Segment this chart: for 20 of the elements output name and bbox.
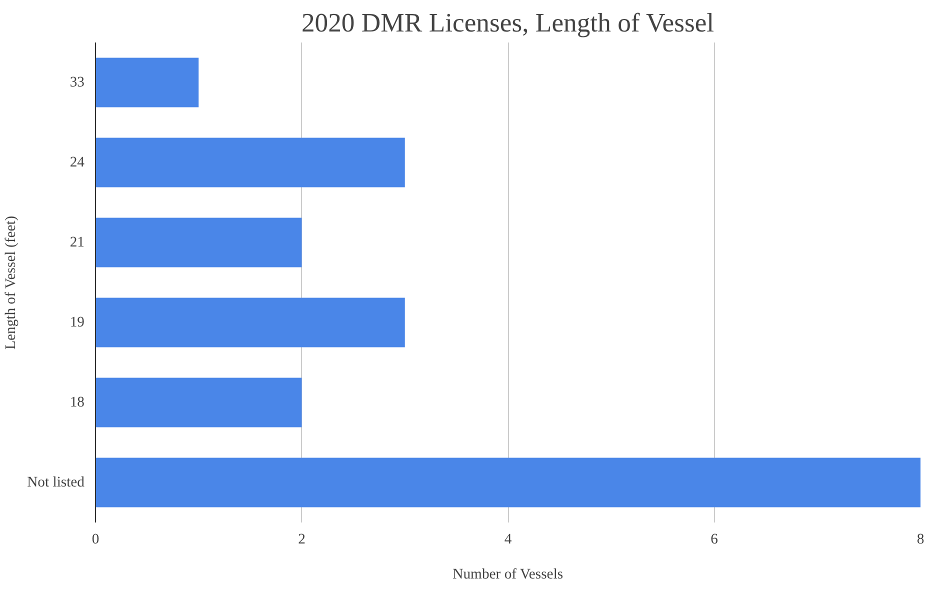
y-tick-label: 24 bbox=[70, 154, 86, 170]
x-tick-label: 4 bbox=[504, 532, 512, 548]
y-tick-label: 19 bbox=[70, 314, 84, 330]
bar bbox=[96, 58, 199, 108]
y-axis-title: Length of Vessel (feet) bbox=[3, 216, 20, 350]
y-tick-label: 18 bbox=[70, 394, 84, 410]
bar bbox=[96, 378, 302, 428]
bar bbox=[96, 298, 405, 348]
x-tick-label: 2 bbox=[298, 532, 306, 548]
bar bbox=[96, 138, 405, 188]
x-axis-title: Number of Vessels bbox=[452, 566, 564, 582]
bar bbox=[96, 218, 302, 268]
chart-title: 2020 DMR Licenses, Length of Vessel bbox=[301, 8, 714, 38]
y-tick-label: Not listed bbox=[27, 474, 86, 490]
x-tick-label: 0 bbox=[92, 532, 100, 548]
y-tick-label: 21 bbox=[70, 234, 84, 250]
x-tick-label: 8 bbox=[916, 532, 924, 548]
x-tick-label: 6 bbox=[710, 532, 718, 548]
y-tick-label: 33 bbox=[70, 74, 84, 90]
bar bbox=[96, 458, 920, 508]
